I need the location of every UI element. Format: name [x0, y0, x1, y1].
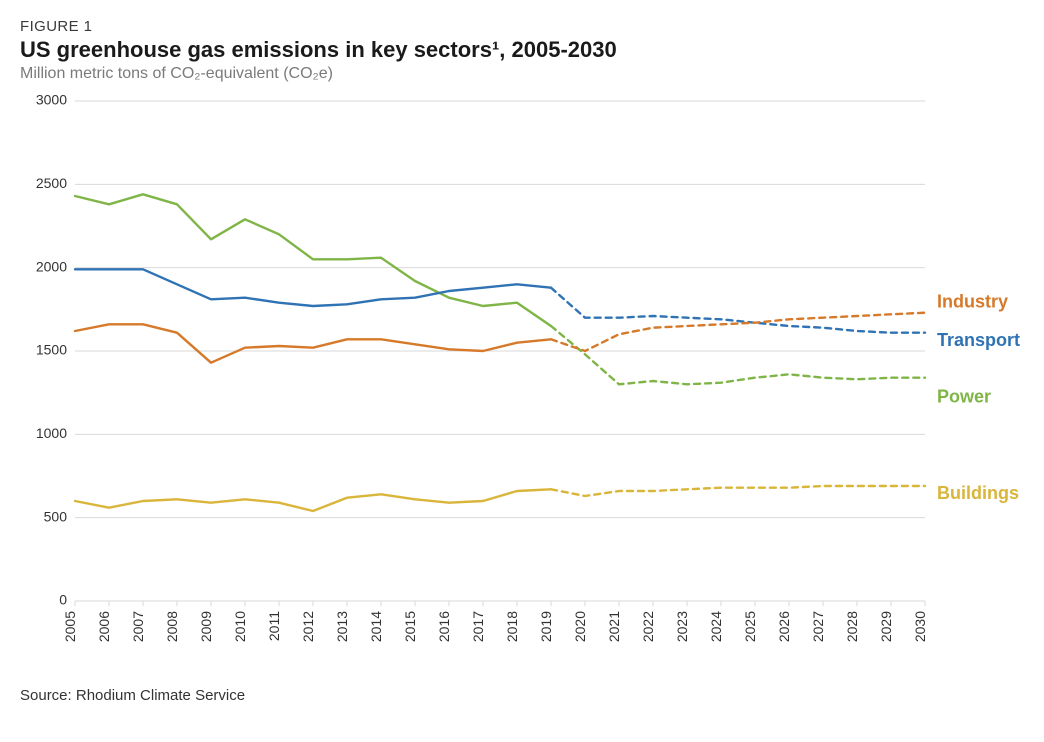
x-tick-label: 2015	[402, 611, 418, 642]
x-tick-label: 2005	[62, 611, 78, 642]
chart-svg: 0 500 1000 1500 2000 2500 3000 2005 2006 2007 2008…	[20, 91, 1024, 681]
y-tick-label: 1000	[36, 425, 67, 441]
figure-label: FIGURE 1	[20, 18, 1024, 35]
series-label-industry: Industry	[937, 291, 1008, 311]
source-text: Source: Rhodium Climate Service	[20, 687, 1024, 704]
x-tick-label: 2011	[266, 611, 282, 641]
series-buildings-projection	[551, 486, 925, 496]
x-tick-label: 2018	[504, 611, 520, 642]
x-tick-label: 2022	[640, 611, 656, 642]
series-buildings-historical	[75, 489, 551, 511]
x-tick-label: 2029	[878, 611, 894, 642]
x-tick-label: 2021	[606, 611, 622, 642]
x-tick-label: 2012	[300, 611, 316, 642]
series-label-power: Power	[937, 386, 991, 406]
x-tick-label: 2008	[164, 611, 180, 642]
chart: 0 500 1000 1500 2000 2500 3000 2005 2006 2007 2008…	[20, 91, 1024, 681]
x-tick-label: 2009	[198, 611, 214, 642]
y-tick-label: 2500	[36, 175, 67, 191]
x-tick-label: 2017	[470, 611, 486, 642]
x-tick-label: 2020	[572, 611, 588, 642]
figure-container: FIGURE 1 US greenhouse gas emissions in …	[0, 0, 1044, 742]
series-industry-historical	[75, 324, 551, 362]
series-transport-historical	[75, 269, 551, 306]
x-tick-label: 2028	[844, 611, 860, 642]
series-power-projection	[551, 326, 925, 384]
series-transport-projection	[551, 288, 925, 333]
x-tick-label: 2030	[912, 611, 928, 642]
series-label-transport: Transport	[937, 330, 1020, 350]
y-tick-label: 3000	[36, 92, 67, 108]
x-tick-label: 2016	[436, 611, 452, 642]
x-tick-label: 2025	[742, 611, 758, 642]
series-label-buildings: Buildings	[937, 483, 1019, 503]
y-tick-label: 0	[59, 592, 67, 608]
y-tick-label: 1500	[36, 342, 67, 358]
x-tick-label: 2010	[232, 611, 248, 642]
x-tick-label: 2013	[334, 611, 350, 642]
x-tick-label: 2019	[538, 611, 554, 642]
x-tick-label: 2026	[776, 611, 792, 642]
x-tick-label: 2014	[368, 611, 384, 642]
x-tick-label: 2007	[130, 611, 146, 642]
figure-subtitle: Million metric tons of CO₂-equivalent (C…	[20, 65, 1024, 83]
x-tick-label: 2027	[810, 611, 826, 642]
x-tick-label: 2024	[708, 611, 724, 642]
x-tick-label: 2006	[96, 611, 112, 642]
x-tick-label: 2023	[674, 611, 690, 642]
y-tick-label: 500	[44, 508, 68, 524]
y-tick-label: 2000	[36, 258, 67, 274]
figure-title: US greenhouse gas emissions in key secto…	[20, 37, 1024, 63]
